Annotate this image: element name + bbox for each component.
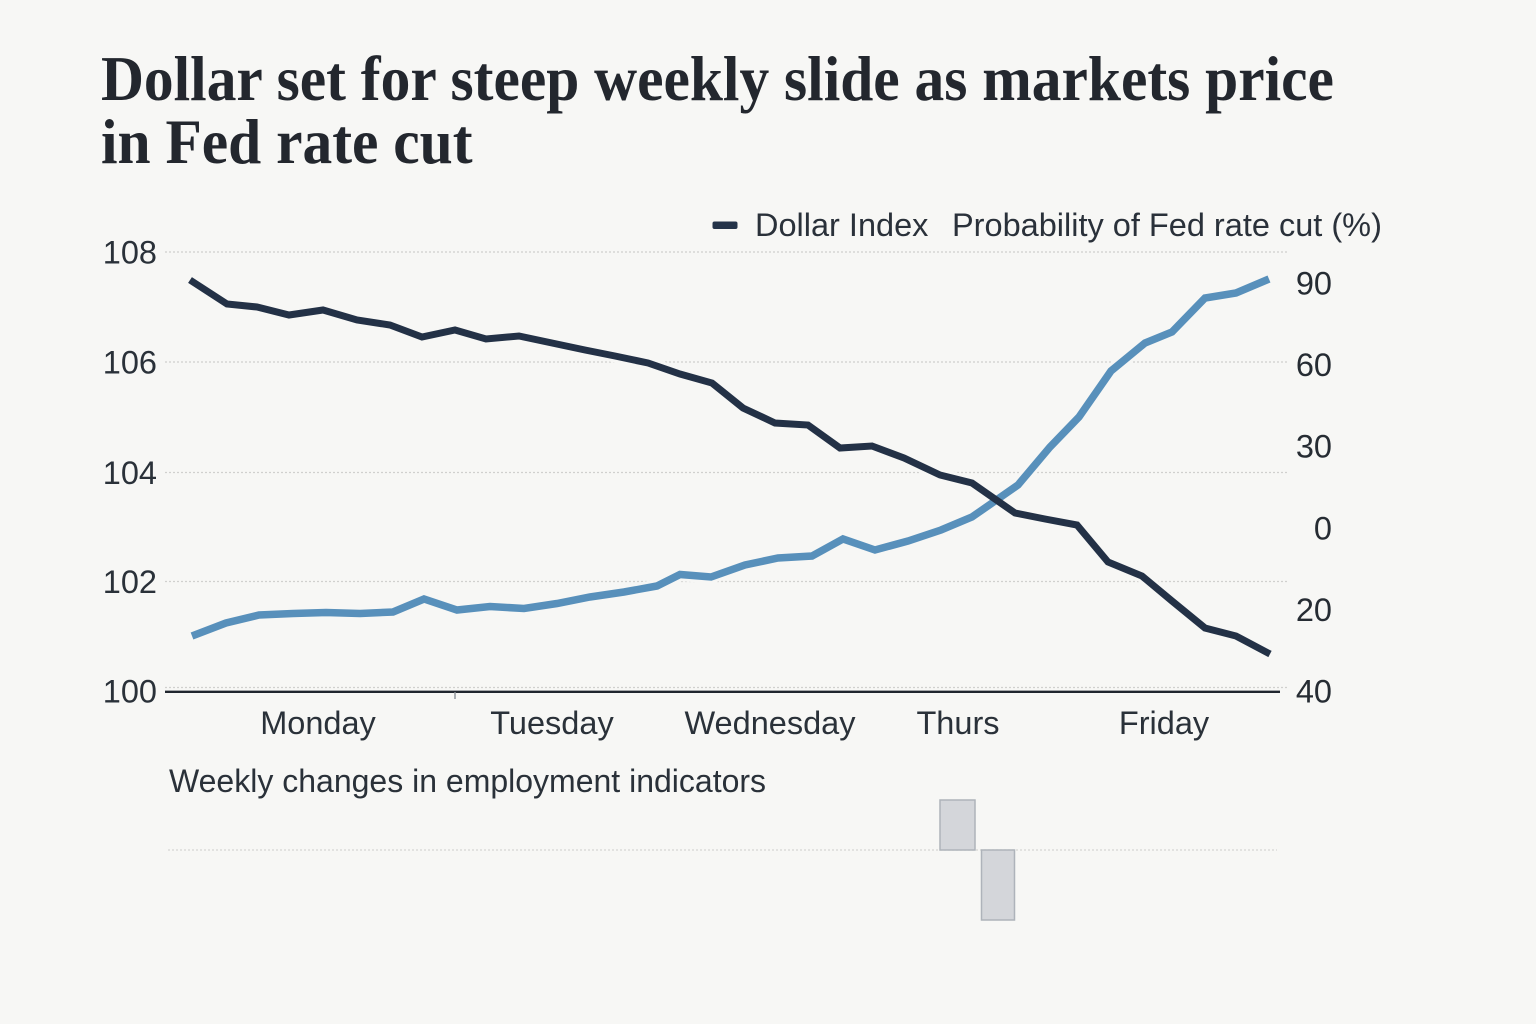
svg-text:Thurs: Thurs [916,705,999,741]
svg-text:30: 30 [1296,429,1332,465]
svg-text:104: 104 [103,455,157,491]
svg-text:0: 0 [1314,510,1332,546]
svg-text:90: 90 [1296,266,1332,302]
svg-text:Weekly changes in employment i: Weekly changes in employment indicators [169,763,766,799]
svg-text:100: 100 [103,674,157,710]
svg-text:Probability of Fed rate cut (%: Probability of Fed rate cut (%) [952,207,1382,243]
svg-text:Dollar Index: Dollar Index [755,207,928,243]
svg-text:20: 20 [1296,592,1332,628]
svg-text:Friday: Friday [1119,705,1210,741]
svg-text:Monday: Monday [260,705,376,741]
svg-text:60: 60 [1296,347,1332,383]
svg-text:106: 106 [103,345,157,381]
svg-text:Wednesday: Wednesday [684,705,856,741]
svg-text:102: 102 [103,564,157,600]
svg-text:108: 108 [103,235,157,271]
svg-text:Tuesday: Tuesday [490,705,614,741]
svg-text:40: 40 [1296,674,1332,710]
